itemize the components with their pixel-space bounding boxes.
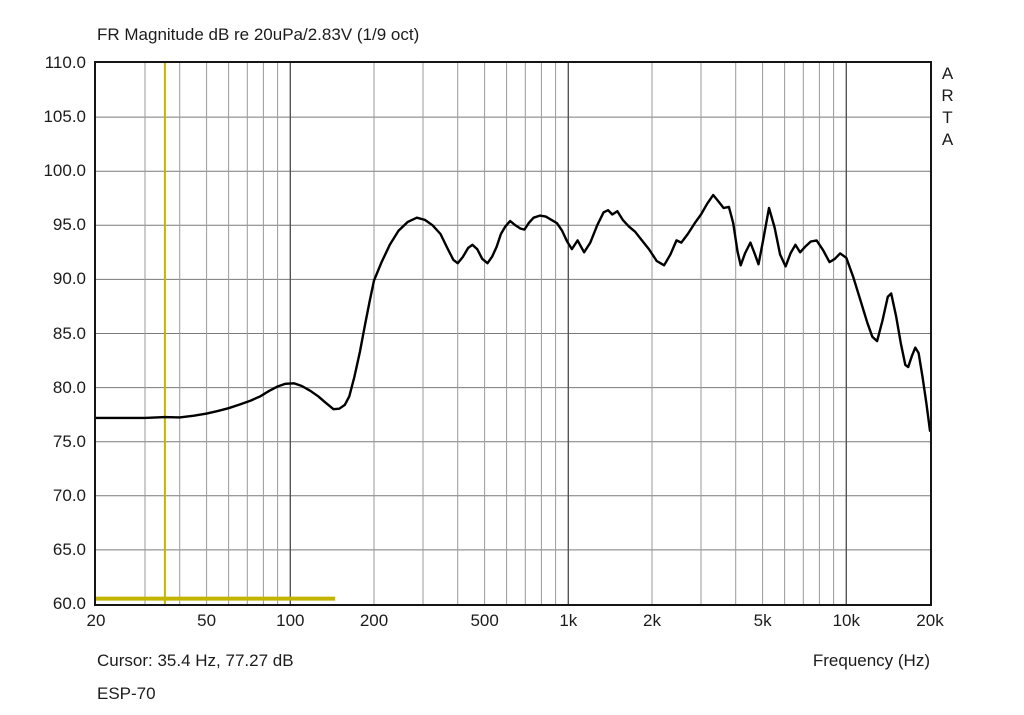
x-axis-tick-label: 200: [359, 611, 389, 630]
y-axis-tick-label: 100.0: [43, 161, 86, 181]
y-axis-tick-label: 95.0: [52, 215, 86, 235]
y-axis-tick-label: 110.0: [44, 53, 86, 72]
x-axis-tick-label: 1k: [559, 611, 578, 630]
x-axis-tick-label: 10k: [832, 611, 861, 630]
y-axis-tick-label: 105.0: [43, 107, 86, 127]
x-axis-tick-label: 5k: [753, 611, 772, 630]
y-axis-tick-label: 70.0: [52, 485, 86, 505]
x-axis-tick-label: 20k: [916, 611, 944, 630]
x-axis-tick-label: 20: [86, 611, 106, 630]
y-axis-tick-label: 75.0: [52, 431, 86, 451]
cursor-readout: Cursor: 35.4 Hz, 77.27 dB: [97, 651, 294, 670]
x-axis-tick-label: 2k: [643, 611, 661, 630]
x-axis-tick-label: 50: [197, 611, 217, 630]
chart-title: FR Magnitude dB re 20uPa/2.83V (1/9 oct): [97, 25, 420, 44]
plot-area[interactable]: [94, 61, 932, 606]
measurement-caption: ESP-70: [97, 684, 156, 703]
fr-magnitude-plot[interactable]: [96, 63, 930, 604]
x-axis-title: Frequency (Hz): [812, 651, 930, 670]
x-axis-tick-label: 500: [470, 611, 499, 630]
arta-watermark: ARTA: [938, 64, 957, 152]
y-axis-tick-label: 80.0: [52, 377, 86, 397]
y-axis-tick-label: 60.0: [52, 594, 86, 613]
y-axis-tick-label: 65.0: [52, 539, 86, 559]
y-axis-tick-label: 90.0: [52, 269, 86, 289]
y-axis-tick-label: 85.0: [52, 323, 86, 343]
x-axis-tick-label: 100: [276, 611, 305, 630]
